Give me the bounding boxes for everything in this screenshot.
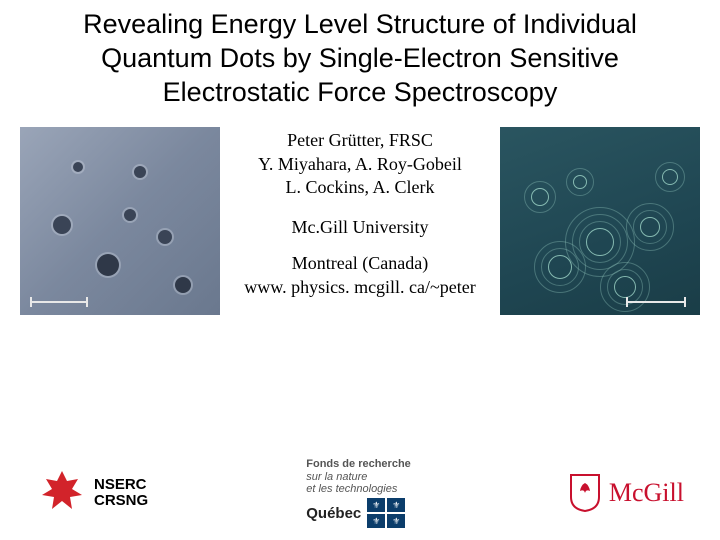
afm-image-right — [500, 127, 700, 315]
frqnt-lines: Fonds de recherche sur la nature et les … — [306, 458, 411, 496]
quantum-dot — [158, 230, 172, 244]
frqnt-line-3: et les technologies — [306, 483, 411, 496]
location-url: www. physics. mcgill. ca/~peter — [228, 276, 492, 299]
location-city: Montreal (Canada) — [228, 252, 492, 275]
fleur-cell: ⚜ — [367, 514, 385, 528]
frqnt-line-2: sur la nature — [306, 471, 411, 484]
mcgill-shield-icon — [569, 473, 601, 513]
nserc-text: NSERC CRSNG — [94, 477, 148, 509]
author-line-1: Peter Grütter, FRSC — [228, 129, 492, 152]
nserc-logo-icon — [36, 467, 88, 519]
quebec-flag-icon: ⚜ ⚜ ⚜ ⚜ — [367, 498, 405, 528]
funder-row: NSERC CRSNG Fonds de recherche sur la na… — [0, 458, 720, 528]
mcgill-text: McGill — [609, 478, 684, 508]
nserc-line-1: NSERC — [94, 477, 148, 493]
scalebar-right — [626, 301, 686, 303]
content-row: Peter Grütter, FRSC Y. Miyahara, A. Roy-… — [0, 109, 720, 315]
quantum-dot — [97, 254, 119, 276]
quantum-dot — [73, 162, 83, 172]
authors: Peter Grütter, FRSC Y. Miyahara, A. Roy-… — [228, 129, 492, 199]
fleur-cell: ⚜ — [367, 498, 385, 512]
quantum-dot — [134, 166, 146, 178]
quantum-dot — [175, 277, 191, 293]
mcgill-block: McGill — [569, 473, 684, 513]
author-block: Peter Grütter, FRSC Y. Miyahara, A. Roy-… — [228, 127, 492, 315]
quantum-dot — [53, 216, 71, 234]
slide-title: Revealing Energy Level Structure of Indi… — [0, 0, 720, 109]
frqnt-bottom: Québec ⚜ ⚜ ⚜ ⚜ — [306, 498, 411, 528]
quantum-dot — [124, 209, 136, 221]
nserc-line-2: CRSNG — [94, 493, 148, 509]
scalebar-left — [30, 301, 88, 303]
fleur-cell: ⚜ — [387, 514, 405, 528]
fleur-cell: ⚜ — [387, 498, 405, 512]
nserc-block: NSERC CRSNG — [36, 467, 148, 519]
author-line-2: Y. Miyahara, A. Roy-Gobeil — [228, 153, 492, 176]
author-line-3: L. Cockins, A. Clerk — [228, 176, 492, 199]
location-block: Montreal (Canada) www. physics. mcgill. … — [228, 252, 492, 299]
affiliation: Mc.Gill University — [228, 217, 492, 238]
frqnt-quebec-text: Québec — [306, 505, 361, 522]
afm-image-left — [20, 127, 220, 315]
frqnt-line-1: Fonds de recherche — [306, 458, 411, 471]
frqnt-block: Fonds de recherche sur la nature et les … — [306, 458, 411, 528]
